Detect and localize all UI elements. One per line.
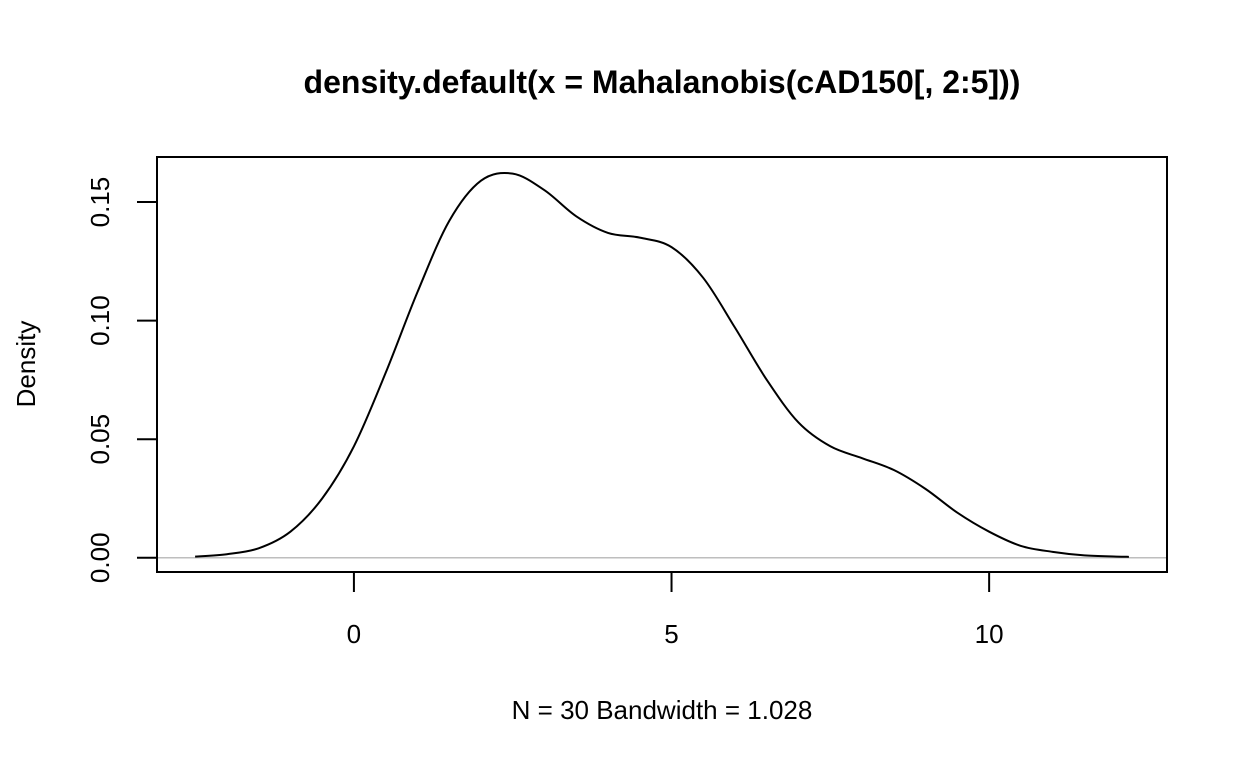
x-tick-label: 0 (347, 619, 361, 649)
y-tick-label: 0.00 (85, 532, 115, 583)
plot-box (156, 156, 1168, 573)
x-axis-label: N = 30 Bandwidth = 1.028 (512, 695, 813, 725)
y-tick-label: 0.10 (85, 295, 115, 346)
y-tick-label: 0.05 (85, 414, 115, 465)
chart-title: density.default(x = Mahalanobis(cAD150[,… (304, 64, 1021, 100)
y-axis: 0.00 0.05 0.10 0.15 (85, 177, 158, 583)
x-tick-label: 10 (975, 619, 1004, 649)
density-line (195, 171, 1129, 558)
y-tick-label: 0.15 (85, 177, 115, 228)
x-axis: 0 5 10 (347, 571, 1004, 649)
x-tick-label: 5 (664, 619, 678, 649)
y-axis-label: Density (11, 321, 41, 408)
